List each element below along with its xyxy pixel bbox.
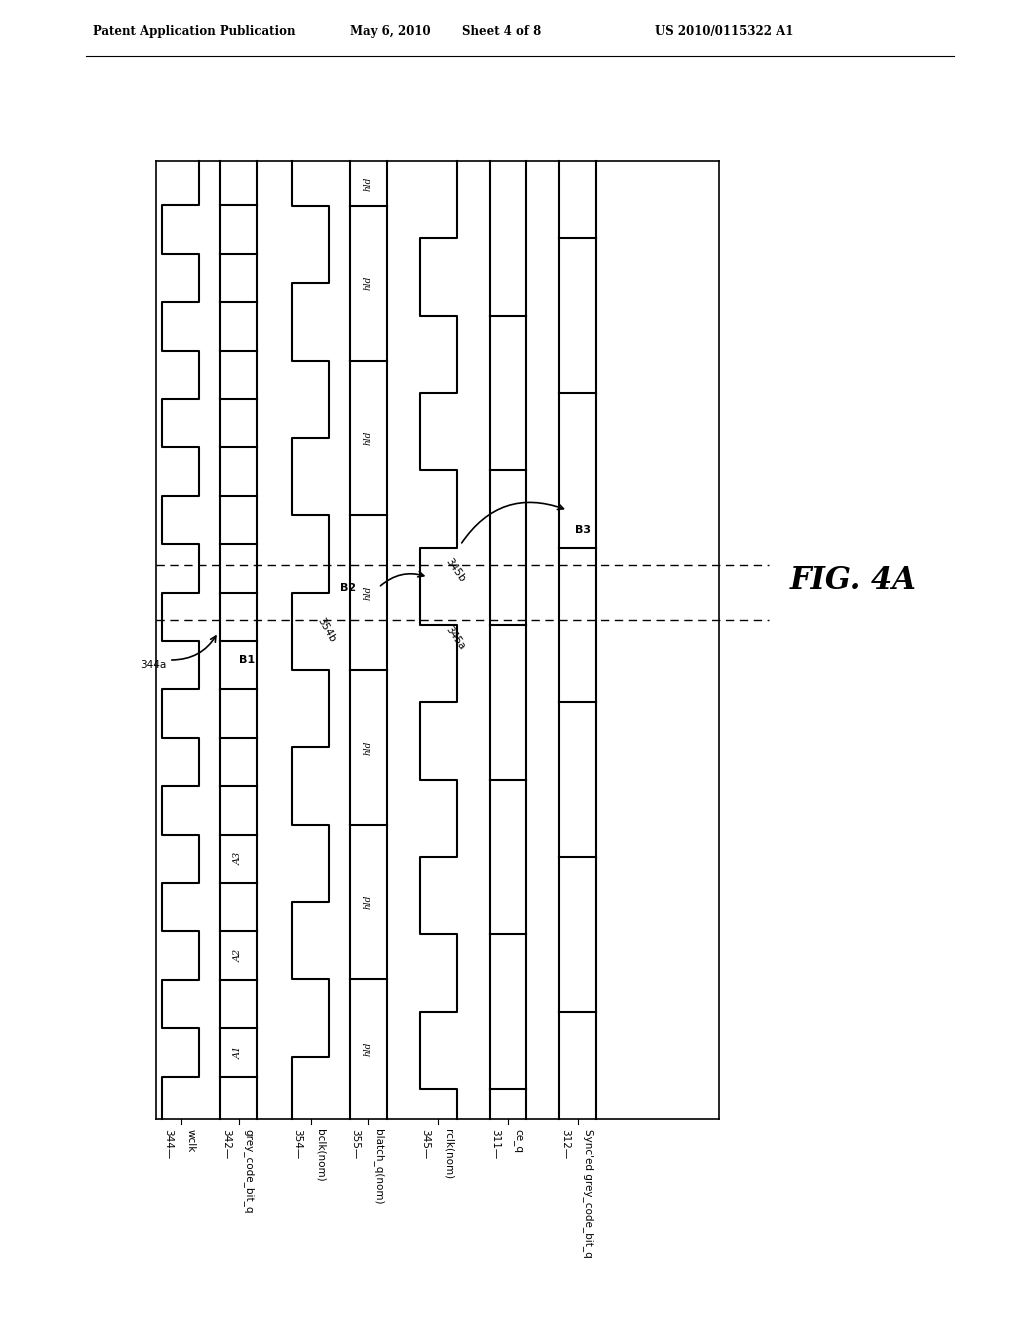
Text: A1: A1 [234,1045,244,1059]
Text: B1: B1 [239,655,255,665]
Text: A3: A3 [234,853,244,866]
Text: 354—: 354— [293,1129,302,1159]
Text: hld: hld [364,430,373,445]
Text: B2: B2 [340,582,356,593]
Text: hld: hld [364,177,373,190]
Text: ce_q: ce_q [513,1129,523,1152]
Text: FIG. 4A: FIG. 4A [790,565,916,595]
Text: Sheet 4 of 8: Sheet 4 of 8 [462,25,542,38]
Text: hld: hld [364,1041,373,1056]
Text: wclk: wclk [186,1129,196,1152]
Text: bclk(nom): bclk(nom) [315,1129,326,1181]
Text: blatch_q(nom): blatch_q(nom) [374,1129,384,1205]
Text: 345—: 345— [420,1129,430,1159]
Text: 345a: 345a [443,624,467,652]
Text: grey_code_bit_q: grey_code_bit_q [244,1129,255,1213]
Text: US 2010/0115322 A1: US 2010/0115322 A1 [654,25,793,38]
Text: May 6, 2010: May 6, 2010 [350,25,431,38]
Text: 342—: 342— [221,1129,230,1159]
Text: hld: hld [364,586,373,599]
Text: 355—: 355— [350,1129,360,1159]
FancyArrowPatch shape [381,572,424,586]
Text: hld: hld [364,895,373,909]
Text: rclk(nom): rclk(nom) [443,1129,454,1179]
Text: 344—: 344— [163,1129,173,1159]
FancyArrowPatch shape [462,503,563,543]
Text: 344a: 344a [139,660,166,671]
Text: Patent Application Publication: Patent Application Publication [93,25,296,38]
Text: hld: hld [364,276,373,290]
Text: hld: hld [364,741,373,755]
Text: Sync'ed grey_code_bit_q: Sync'ed grey_code_bit_q [583,1129,594,1258]
Text: 345b: 345b [443,557,467,583]
Text: B3: B3 [574,525,591,536]
Text: 311—: 311— [490,1129,500,1159]
Text: 312—: 312— [560,1129,569,1159]
Text: A2: A2 [234,949,244,962]
Text: 354b: 354b [315,616,338,644]
